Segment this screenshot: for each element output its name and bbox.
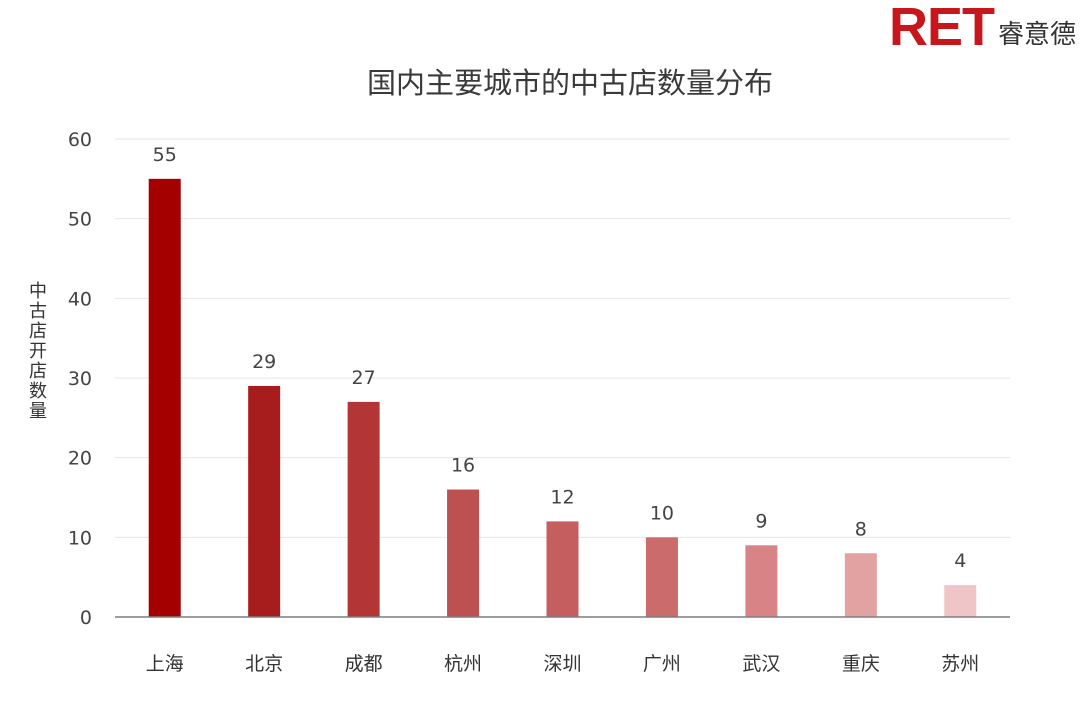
y-tick-label: 20 <box>68 448 92 470</box>
x-tick-label: 苏州 <box>941 653 979 675</box>
bar <box>546 521 579 617</box>
y-tick-label: 50 <box>68 209 92 231</box>
data-label: 27 <box>352 367 376 389</box>
data-label: 10 <box>650 502 674 524</box>
bar <box>347 401 380 617</box>
bar <box>447 489 480 617</box>
x-tick-label: 北京 <box>245 653 283 675</box>
x-tick-label: 深圳 <box>543 653 581 675</box>
chart-title: 国内主要城市的中古店数量分布 <box>366 66 773 100</box>
data-label: 16 <box>451 455 475 477</box>
logo-name: 睿意德 <box>997 20 1076 50</box>
bar <box>645 537 678 617</box>
x-tick-label: 武汉 <box>742 653 780 675</box>
data-label: 9 <box>755 510 767 532</box>
data-label: 8 <box>855 518 867 540</box>
x-tick-label: 成都 <box>345 653 383 675</box>
x-tick-label: 杭州 <box>444 653 482 675</box>
x-tick-label: 重庆 <box>842 653 880 675</box>
data-label: 12 <box>550 486 574 508</box>
bar <box>148 178 181 618</box>
data-label: 29 <box>252 351 276 373</box>
bar <box>844 553 877 617</box>
y-tick-label: 10 <box>68 527 92 549</box>
data-label: 55 <box>153 144 177 166</box>
x-tick-label: 上海 <box>146 653 184 675</box>
bar <box>944 585 977 617</box>
bar <box>745 545 778 617</box>
y-tick-label: 60 <box>68 129 92 151</box>
data-label: 4 <box>954 550 966 572</box>
y-tick-label: 30 <box>68 368 92 390</box>
brand-logo: RET 睿意德 <box>888 0 1076 57</box>
y-tick-label: 0 <box>80 607 92 629</box>
x-tick-label: 广州 <box>643 653 681 675</box>
y-axis-title: 中古店开店数量 <box>29 281 47 422</box>
y-tick-label: 40 <box>68 288 92 310</box>
logo-mark: RET <box>888 0 995 57</box>
bar <box>248 385 281 617</box>
